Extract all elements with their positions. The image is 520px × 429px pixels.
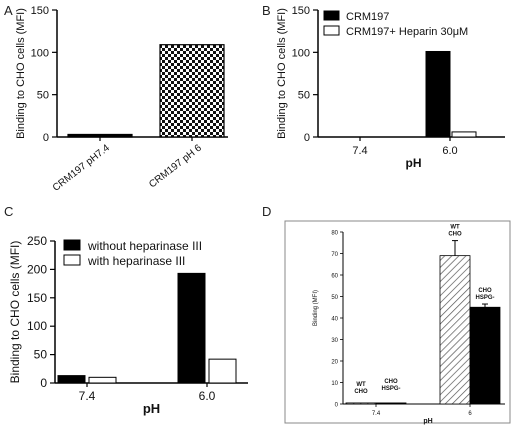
legend-swatch: [323, 25, 340, 36]
bar: [425, 50, 451, 138]
legend-label: CRM197: [346, 11, 389, 23]
legend-swatch: [63, 239, 81, 251]
bar: [208, 358, 237, 384]
y-tick-label: 10: [331, 381, 338, 387]
bar-annotation: CHO: [384, 379, 398, 385]
panel-letter-a: A: [4, 3, 13, 18]
x-tick-label: CRM197 pH7.4: [51, 142, 112, 193]
y-tick-label: 150: [292, 5, 310, 17]
y-tick-label: 100: [292, 47, 310, 59]
bar-annotation: CHO: [354, 389, 368, 395]
y-tick-label: 70: [331, 252, 338, 258]
chart-panel-a: 0 50 100 150 Binding to CHO cells (MFI) CRM19…: [15, 5, 228, 194]
y-tick-label: 0: [335, 403, 339, 409]
x-tick-label: 6.0: [442, 145, 457, 157]
x-axis-label: pH: [406, 156, 422, 170]
bar: [451, 131, 477, 138]
panel-letter-b: B: [262, 3, 271, 18]
x-axis-label: pH: [143, 401, 160, 416]
bar-annotation: WT: [450, 225, 460, 231]
legend-label: CRM197+ Heparin 30μM: [346, 26, 468, 38]
y-tick-label: 200: [27, 262, 47, 276]
legend-swatch: [323, 10, 340, 21]
legend-swatch: [63, 254, 81, 266]
y-tick-label: 0: [40, 376, 47, 390]
y-tick-label: 80: [331, 231, 338, 237]
y-tick-label: 60: [331, 274, 338, 280]
y-axis-label: Binding to CHO cells (MFI): [8, 241, 22, 384]
bar: [375, 402, 407, 405]
y-tick-label: 30: [331, 338, 338, 344]
y-tick-label: 50: [298, 90, 310, 102]
legend-label: without heparinase III: [87, 239, 202, 253]
x-tick-label: CRM197 pH 6: [147, 142, 204, 190]
x-axis-label: pH: [423, 418, 432, 425]
bar: [439, 255, 471, 405]
y-tick-label: 50: [34, 348, 48, 362]
y-tick-label: 40: [331, 317, 338, 323]
y-axis-label: Binding to CHO cells (MFI): [15, 8, 27, 139]
y-tick-label: 250: [27, 234, 47, 248]
bar: [57, 375, 86, 384]
legend-label: with heparinase III: [87, 254, 185, 268]
bar-annotation: HSPG-: [381, 386, 400, 392]
y-tick-label: 20: [331, 360, 338, 366]
bar-annotation: CHO: [448, 232, 462, 238]
bar: [88, 376, 117, 384]
bar: [67, 133, 133, 138]
x-tick-label: 7.4: [372, 411, 381, 417]
y-tick-label: 150: [31, 5, 49, 17]
bar: [159, 44, 225, 138]
y-axis-label: Binding to CHO cells (MFI): [276, 8, 288, 139]
bar: [345, 402, 377, 405]
bar-annotation: WT: [356, 382, 366, 388]
x-tick-label: 7.4: [352, 145, 367, 157]
y-tick-label: 100: [31, 47, 49, 59]
chart-panel-b: 0 50 100 150 Binding to CHO cells (MFI) 7.4 6.…: [276, 5, 505, 170]
x-tick-label: 6.0: [199, 389, 216, 403]
bar-annotation: HSPG-: [475, 295, 494, 301]
x-tick-label: 7.4: [79, 389, 96, 403]
panel-letter-c: C: [4, 204, 13, 219]
y-tick-label: 100: [27, 319, 47, 333]
y-tick-label: 0: [43, 132, 49, 144]
y-tick-label: 50: [37, 90, 49, 102]
bar: [469, 306, 501, 405]
y-tick-label: 0: [304, 132, 310, 144]
bar: [177, 272, 206, 384]
y-axis-label: Binding (MFI): [313, 290, 319, 326]
y-tick-label: 50: [331, 295, 338, 301]
x-tick-label: 6: [468, 411, 472, 417]
chart-panel-c: 0 50 100 150 200 250 Binding to CHO cells (MFI…: [8, 234, 248, 416]
panel-letter-d: D: [262, 204, 271, 219]
bar-annotation: CHO: [478, 288, 492, 294]
y-tick-label: 150: [27, 291, 47, 305]
